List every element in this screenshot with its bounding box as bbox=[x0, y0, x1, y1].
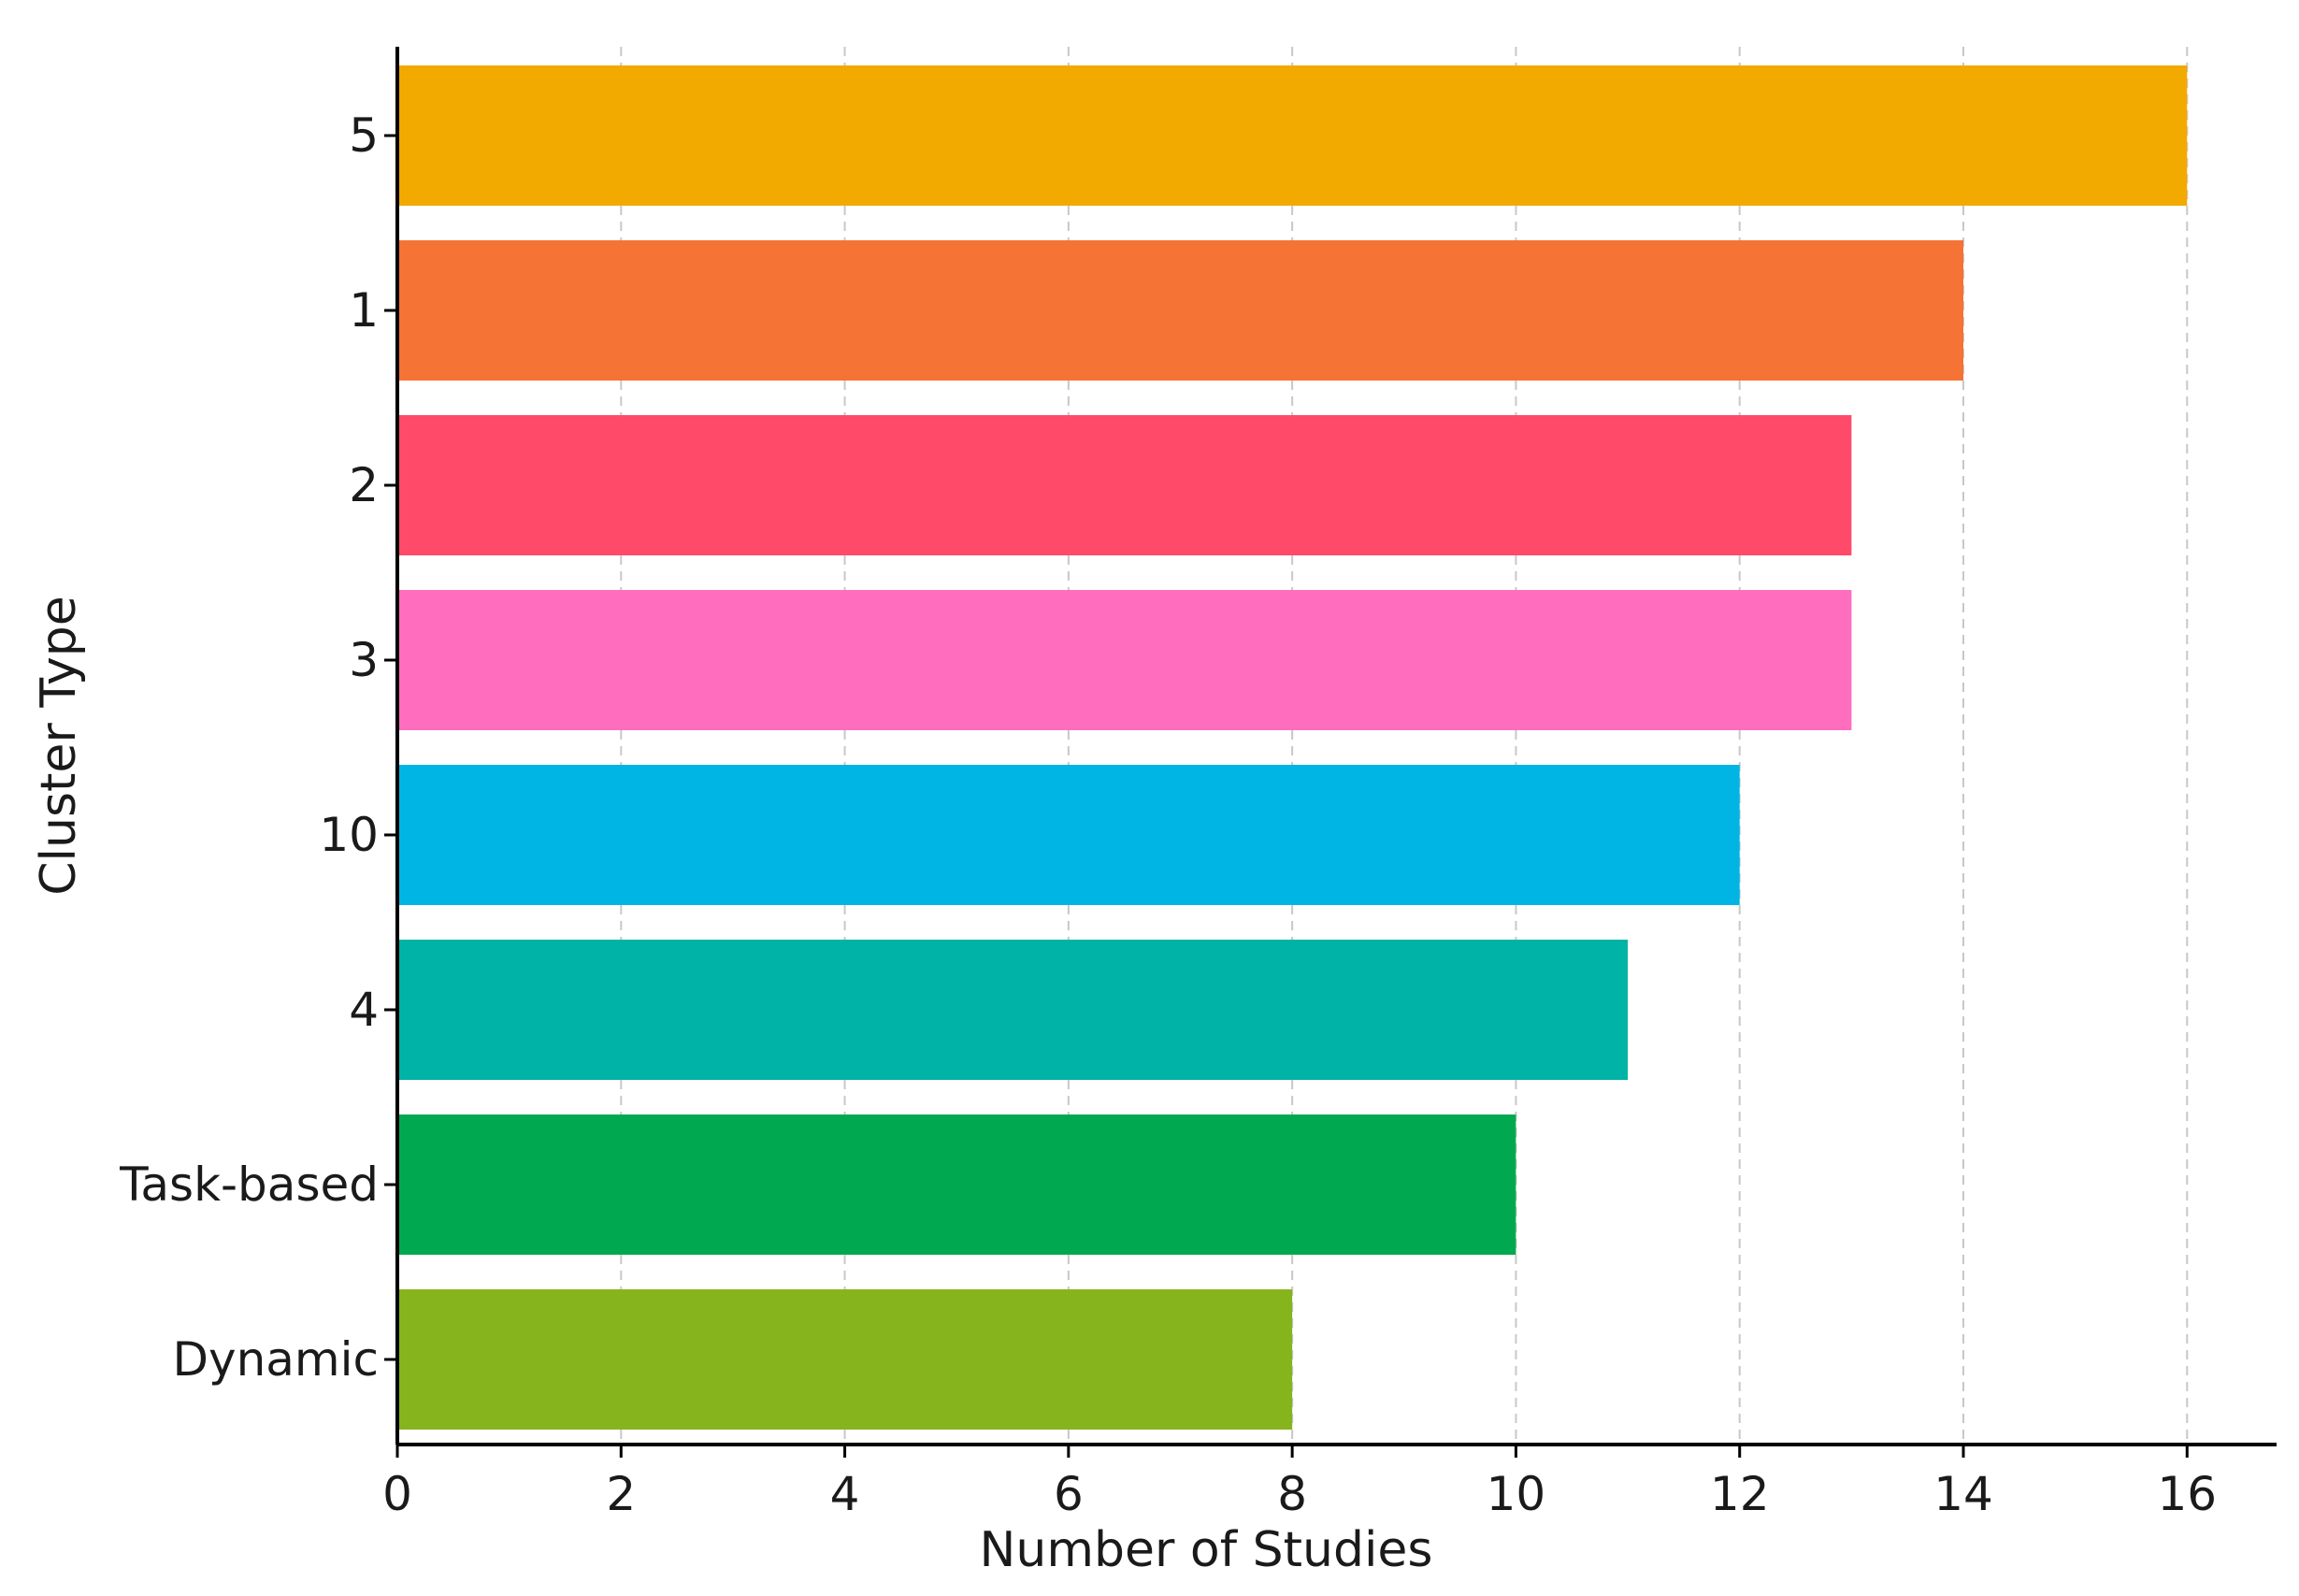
y-tick-label-4: 4 bbox=[349, 983, 379, 1037]
x-tick-label-4: 4 bbox=[830, 1467, 860, 1521]
bar-3 bbox=[397, 590, 1852, 730]
bar-task-based bbox=[397, 1114, 1516, 1255]
y-tick-label-3: 3 bbox=[349, 633, 379, 687]
x-tick-label-10: 10 bbox=[1487, 1467, 1546, 1521]
x-tick-labels: 0 2 4 6 8 10 12 14 16 bbox=[382, 1445, 2217, 1521]
bar-2 bbox=[397, 415, 1852, 555]
x-tick-label-16: 16 bbox=[2157, 1467, 2217, 1521]
x-tick-label-2: 2 bbox=[606, 1467, 636, 1521]
y-tick-label-dynamic: Dynamic bbox=[172, 1332, 379, 1387]
bars bbox=[397, 65, 2188, 1430]
bar-5 bbox=[397, 65, 2188, 206]
x-tick-label-14: 14 bbox=[1933, 1467, 1993, 1521]
bar-4 bbox=[397, 940, 1629, 1080]
y-tick-label-10: 10 bbox=[319, 808, 379, 862]
y-tick-labels: 5 1 2 3 10 4 Task-based Dynamic bbox=[119, 108, 397, 1387]
bar-10 bbox=[397, 765, 1740, 905]
bar-1 bbox=[397, 240, 1963, 381]
x-tick-label-12: 12 bbox=[1710, 1467, 1770, 1521]
y-axis-title: Cluster Type bbox=[31, 596, 87, 896]
bar-dynamic bbox=[397, 1289, 1293, 1430]
x-axis-title: Number of Studies bbox=[980, 1522, 1433, 1578]
x-tick-label-0: 0 bbox=[382, 1467, 412, 1521]
y-tick-label-1: 1 bbox=[349, 283, 379, 338]
y-tick-label-5: 5 bbox=[349, 108, 379, 163]
y-tick-label-task-based: Task-based bbox=[119, 1157, 379, 1212]
y-tick-label-2: 2 bbox=[349, 458, 379, 512]
x-tick-label-8: 8 bbox=[1277, 1467, 1307, 1521]
x-tick-label-6: 6 bbox=[1054, 1467, 1084, 1521]
